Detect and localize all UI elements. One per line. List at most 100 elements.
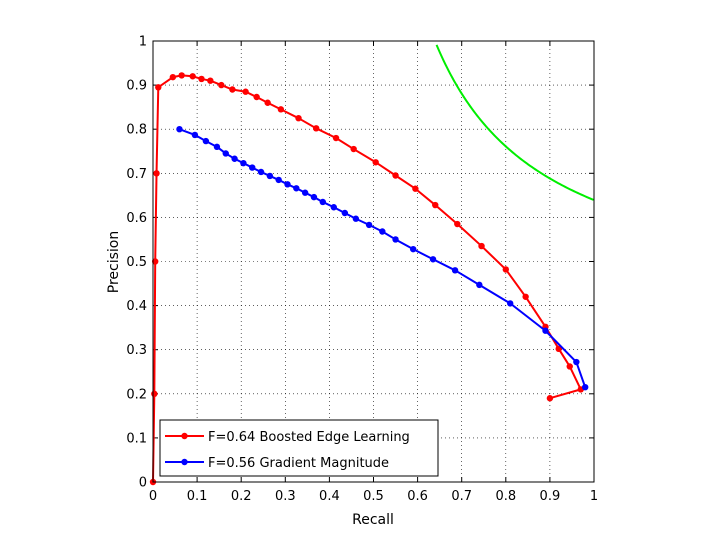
- data-point: [372, 159, 379, 166]
- iso-f-curve-layer: [435, 44, 594, 201]
- y-tick-label: 0: [139, 476, 147, 491]
- data-point: [155, 84, 162, 91]
- data-point: [476, 281, 483, 289]
- x-tick-label: 0.2: [231, 489, 252, 504]
- data-point: [352, 215, 360, 222]
- data-point: [429, 256, 437, 263]
- data-point: [198, 75, 205, 83]
- data-point: [502, 266, 509, 273]
- y-axis-label: Precision: [106, 231, 122, 293]
- y-tick-label: 0.3: [126, 343, 147, 358]
- legend-label-gradient: F=0.56 Gradient Magnitude: [208, 456, 389, 471]
- data-point: [581, 383, 589, 391]
- data-point: [151, 390, 158, 397]
- data-point: [409, 245, 417, 253]
- data-point: [275, 176, 282, 184]
- data-point: [207, 77, 214, 84]
- data-point: [264, 99, 271, 106]
- data-point: [231, 155, 238, 162]
- data-point: [507, 300, 514, 307]
- data-point: [277, 106, 285, 113]
- data-point: [478, 242, 485, 250]
- data-point: [365, 221, 373, 229]
- y-tick-label: 1: [139, 35, 147, 50]
- series-layer: [149, 72, 589, 486]
- x-tick-label: 0.6: [407, 489, 428, 504]
- data-point: [319, 198, 326, 206]
- data-point: [257, 168, 265, 176]
- iso-f-curve: [435, 44, 594, 201]
- x-tick-label: 0.5: [363, 489, 384, 504]
- data-point: [546, 395, 554, 402]
- x-tick-label: 0.8: [495, 489, 516, 504]
- legend-marker-boosted: [181, 432, 188, 440]
- series-1: [176, 126, 589, 391]
- data-point: [242, 88, 249, 95]
- data-point: [573, 358, 580, 366]
- legend: F=0.64 Boosted Edge Learning F=0.56 Grad…: [159, 419, 439, 477]
- legend-entry-boosted: F=0.64 Boosted Edge Learning: [165, 430, 410, 445]
- data-point: [555, 345, 562, 353]
- data-point: [191, 131, 199, 139]
- x-axis-label: Recall: [352, 512, 394, 528]
- data-point: [293, 185, 300, 192]
- data-point: [341, 209, 349, 217]
- data-point: [412, 185, 419, 192]
- y-tick-label: 0.9: [126, 79, 147, 94]
- data-point: [153, 170, 160, 177]
- y-tick-label: 0.1: [126, 431, 147, 446]
- data-point: [542, 327, 549, 334]
- data-point: [176, 126, 183, 133]
- legend-marker-gradient: [181, 458, 188, 466]
- x-tick-label: 0.4: [319, 489, 340, 504]
- data-point: [330, 204, 338, 211]
- data-point: [312, 125, 320, 132]
- data-point: [379, 228, 386, 235]
- x-tick-label: 0.7: [451, 489, 472, 504]
- data-point: [284, 181, 291, 188]
- x-tick-label: 1: [590, 489, 598, 504]
- plot-frame: [152, 40, 595, 483]
- data-point: [295, 114, 302, 122]
- data-point: [350, 145, 357, 153]
- data-point: [152, 258, 159, 265]
- y-tick-label: 0.7: [126, 167, 147, 182]
- data-point: [310, 193, 318, 201]
- data-point: [392, 172, 399, 179]
- data-point: [229, 86, 236, 93]
- data-point: [202, 137, 210, 145]
- data-point: [222, 150, 229, 157]
- y-tick-label: 0.8: [126, 123, 147, 138]
- legend-label-boosted: F=0.64 Boosted Edge Learning: [208, 430, 410, 445]
- x-tick-label: 0.1: [187, 489, 208, 504]
- data-point: [218, 81, 225, 89]
- tick-marks: [152, 40, 595, 483]
- y-tick-label: 0.6: [126, 211, 147, 226]
- data-point: [266, 172, 274, 180]
- data-point: [213, 143, 221, 151]
- legend-entry-gradient: F=0.56 Gradient Magnitude: [165, 456, 389, 471]
- data-point: [451, 267, 459, 274]
- data-point: [566, 363, 573, 370]
- legend-box: [159, 419, 439, 477]
- data-point: [522, 293, 529, 300]
- y-tick-label: 0.4: [126, 299, 147, 314]
- x-tick-label: 0.3: [275, 489, 296, 504]
- data-point: [189, 73, 196, 80]
- data-point: [392, 236, 399, 243]
- x-tick-labels: 0 0.1 0.2 0.3 0.4 0.5 0.6 0.7 0.8 0.9 1: [149, 489, 598, 504]
- data-point: [253, 93, 260, 101]
- data-point: [169, 73, 177, 81]
- x-tick-label: 0: [149, 489, 157, 504]
- data-point: [240, 159, 247, 167]
- data-point: [301, 189, 309, 196]
- y-tick-label: 0.2: [126, 387, 147, 402]
- data-point: [432, 201, 439, 209]
- data-point: [454, 220, 461, 228]
- data-point: [332, 134, 340, 142]
- data-point: [178, 72, 185, 79]
- x-tick-label: 0.9: [540, 489, 561, 504]
- y-tick-label: 0.5: [126, 255, 147, 270]
- y-tick-labels: 0 0.1 0.2 0.3 0.4 0.5 0.6 0.7 0.8 0.9 1: [126, 35, 147, 491]
